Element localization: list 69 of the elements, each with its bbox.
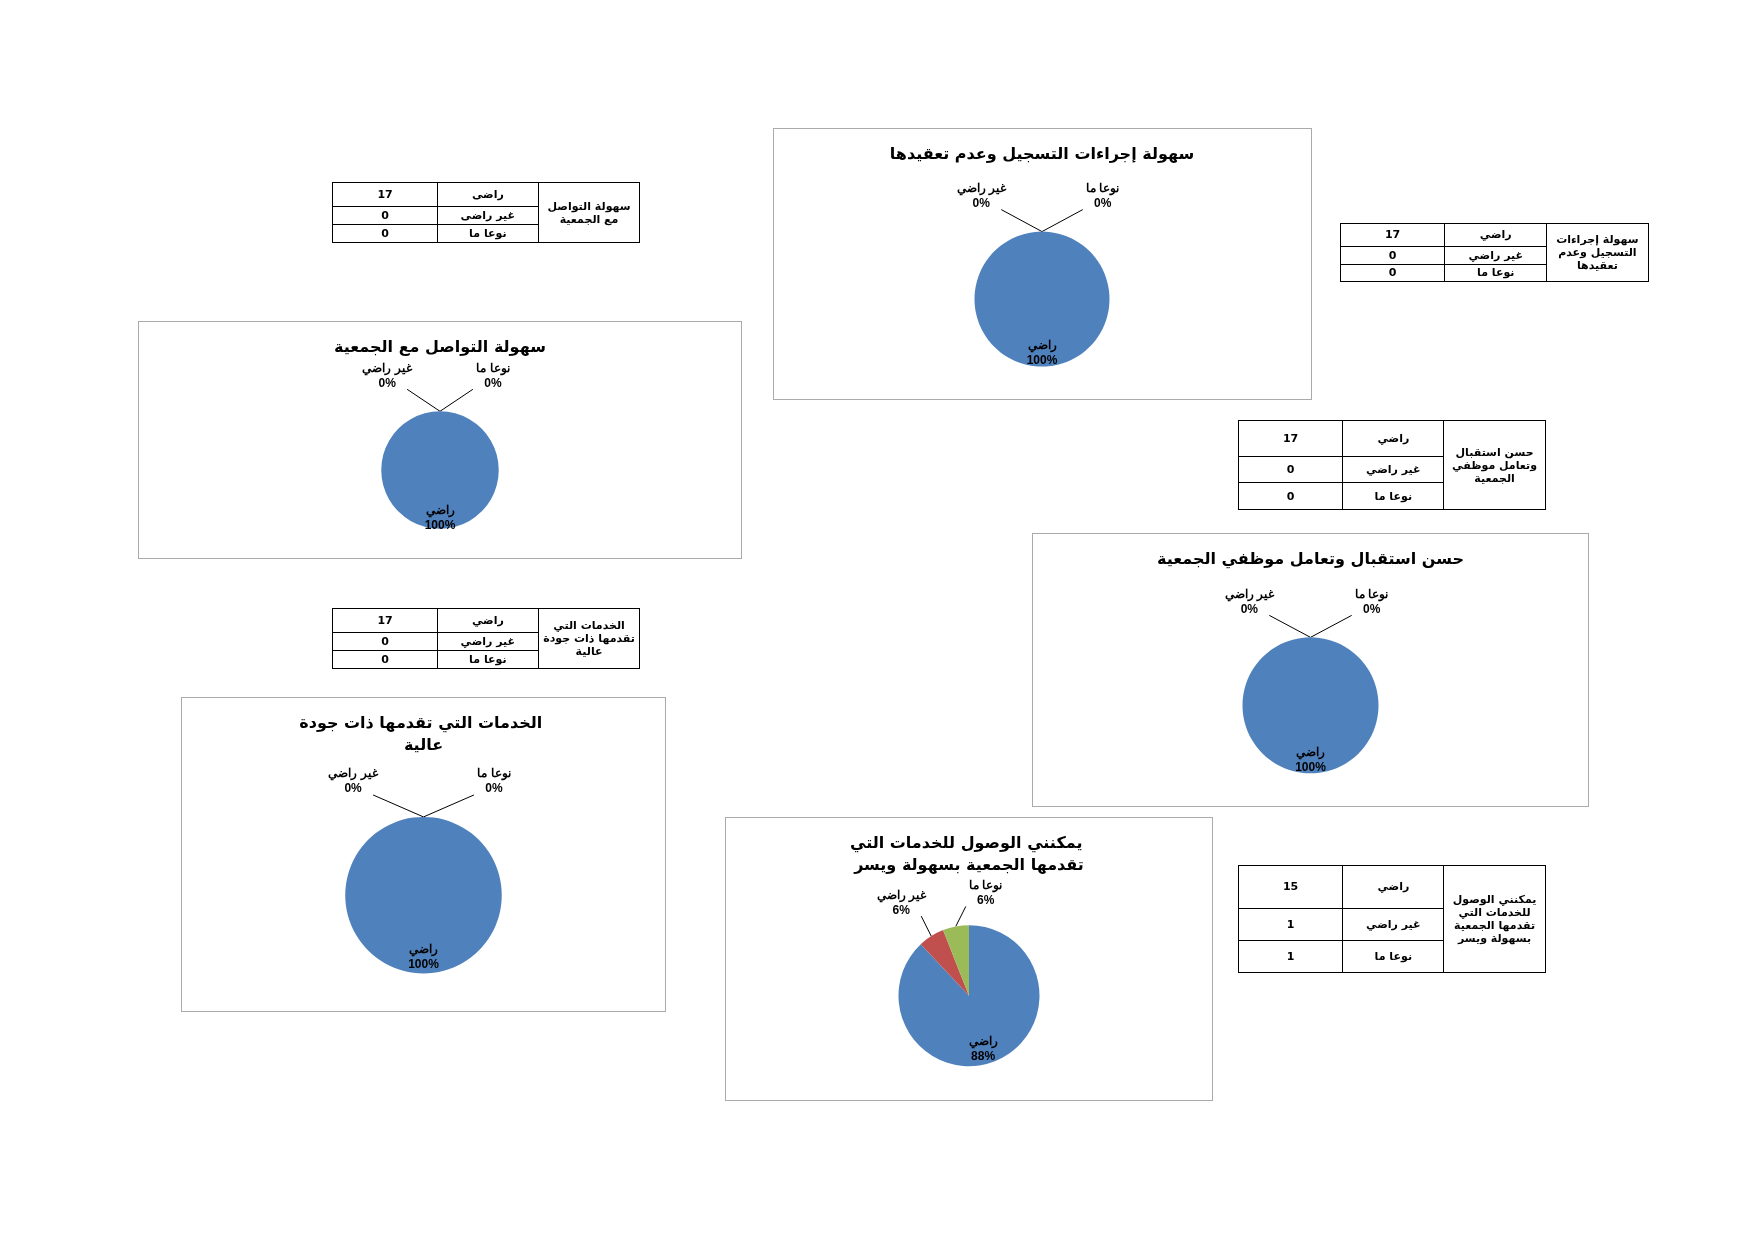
data-label: 6% [892, 902, 911, 917]
chart-title: يمكنني الوصول للخدمات التي تقدمها الجمعية بسهولة ويسر [850, 832, 1089, 874]
category-label: نوعا ما [477, 766, 511, 781]
chart-title: سهولة التواصل مع الجمعية [333, 336, 546, 356]
category-label: غير راضي [1342, 908, 1444, 941]
text: 0% [1362, 601, 1381, 616]
data-label: 17 [1238, 420, 1343, 457]
chart-title: الخدمات التي تقدمها ذات جودة عالية [299, 712, 549, 754]
data-label: 0 [1238, 456, 1343, 483]
data-label: 1 [1238, 940, 1343, 973]
category-label: نوعا ما [1342, 482, 1444, 510]
text: 0% [1094, 195, 1112, 210]
category-label: نوعا ما [1342, 940, 1444, 973]
data-label: 88% [971, 1049, 996, 1064]
data-label: 0 [332, 650, 438, 669]
data-label: 1 [1238, 908, 1343, 941]
category-label: غير راضي [328, 766, 379, 781]
text: 0% [483, 376, 502, 391]
slice-label: راضي [968, 1034, 998, 1050]
slice-label: راضي [425, 502, 455, 518]
category-label: نوعا ما [1444, 264, 1547, 282]
category-label: راضي [1444, 223, 1547, 247]
data-label: 17 [332, 608, 438, 633]
slice-label: غير راضي [876, 887, 928, 903]
text: يمكنني الوصول للخدمات التي تقدمها الجمعية بسهولة ويسر [1443, 865, 1546, 973]
data-label: 0 [1340, 264, 1445, 282]
slice-label: راضي [1027, 337, 1057, 353]
category-label: غير راضي [437, 632, 539, 651]
text: 0% [378, 376, 396, 391]
category-label: راضي [437, 608, 539, 633]
category-label: غير راضي [1444, 246, 1547, 265]
slice-label: راضي [409, 942, 439, 958]
chart-title: سهولة إجراءات التسجيل وعدم تعقيدها [890, 143, 1195, 163]
text: الخدمات التي تقدمها ذات جودة عالية [538, 608, 640, 669]
category-label: نوعا ما [1354, 586, 1389, 601]
data-label: 0 [332, 224, 438, 243]
text: حسن استقبال وتعامل موظفي الجمعية [1443, 420, 1546, 510]
text: سهولة إجراءات التسجيل وعدم تعقيدها [1546, 223, 1649, 282]
slice-label: راضي [1295, 744, 1325, 760]
category-label: راضي [1342, 865, 1444, 909]
data-label: 100% [1027, 352, 1059, 367]
category-label: غير راضي [1224, 586, 1274, 601]
category-label: نوعا ما [475, 361, 510, 376]
category-label: غير راضي [956, 180, 1007, 195]
text: سهولة التواصل مع الجمعية [538, 182, 640, 243]
category-label: نوعا ما [437, 650, 539, 669]
chart-title: حسن استقبال وتعامل موظفي الجمعية [1156, 548, 1464, 569]
text: 0% [1240, 601, 1258, 616]
data-label: 0 [332, 206, 438, 225]
data-label: 17 [1340, 223, 1445, 247]
data-label: 17 [332, 182, 438, 207]
category-label: نوعا ما [437, 224, 539, 243]
data-label: 6% [977, 892, 996, 907]
data-label: 0 [1238, 482, 1343, 510]
data-label: 100% [408, 957, 440, 972]
text: 0% [344, 781, 363, 796]
category-label: نوعا ما [1086, 180, 1120, 195]
data-label: 100% [1295, 759, 1327, 774]
category-label: راضي [1342, 420, 1444, 457]
data-label: 0 [1340, 246, 1445, 265]
text: 0% [485, 781, 503, 796]
slice-label: نوعا ما [969, 877, 1003, 893]
category-label: غير راضي [362, 361, 412, 376]
data-label: 0 [332, 632, 438, 651]
category-label: غير راضى [437, 206, 539, 225]
text: 0% [972, 195, 991, 210]
category-label: غير راضي [1342, 456, 1444, 483]
data-label: 15 [1238, 865, 1343, 909]
category-label: راضى [437, 182, 539, 207]
